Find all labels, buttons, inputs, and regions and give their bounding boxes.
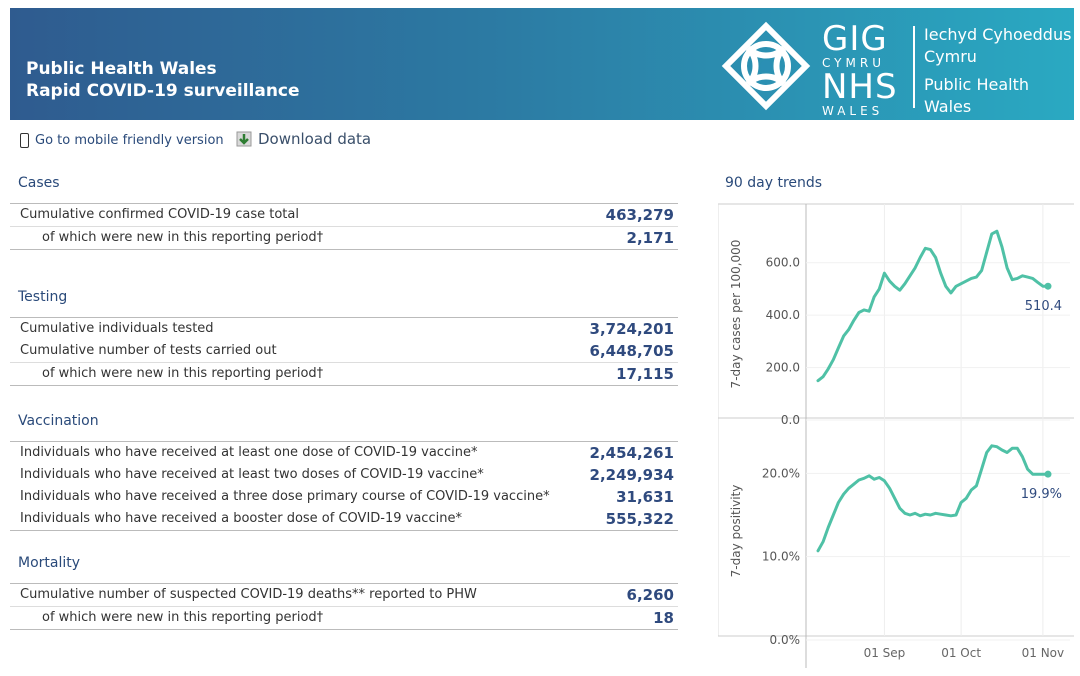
row-label: Individuals who have received at least o…: [20, 445, 478, 460]
row-label: Individuals who have received a booster …: [20, 511, 462, 526]
cases-section-title: Cases: [18, 175, 60, 191]
end-value-label: 19.9%: [1021, 487, 1062, 502]
row-value: 555,322: [605, 510, 674, 528]
row-label: of which were new in this reporting peri…: [42, 366, 324, 381]
y-tick-label: 20.0%: [762, 466, 800, 480]
trends-title: 90 day trends: [725, 175, 823, 191]
y-tick-label: 400.0: [766, 308, 800, 322]
title-line-1: Public Health Wales: [26, 59, 217, 79]
page-title: Public Health Wales Rapid COVID-19 surve…: [26, 58, 300, 102]
row-value: 18: [653, 609, 674, 627]
phone-icon: [20, 133, 29, 148]
row-value: 2,171: [626, 229, 674, 247]
y-tick-label: 0.0%: [770, 633, 801, 647]
table-row: Individuals who have received a booster …: [10, 508, 678, 530]
row-label: Individuals who have received at least t…: [20, 467, 484, 482]
table-row: Cumulative number of suspected COVID-19 …: [10, 584, 678, 606]
celtic-knot-logo-icon: [721, 21, 811, 111]
table-row: of which were new in this reporting peri…: [10, 606, 678, 629]
gig-text: GIG: [822, 19, 888, 59]
row-value: 2,249,934: [589, 466, 674, 484]
title-line-2: Rapid COVID-19 surveillance: [26, 81, 300, 101]
row-label: Cumulative individuals tested: [20, 321, 214, 336]
row-value: 6,260: [626, 586, 674, 604]
brand-divider: [913, 26, 915, 108]
row-value: 463,279: [605, 206, 674, 224]
row-label: Cumulative number of suspected COVID-19 …: [20, 587, 477, 602]
download-data-label: Download data: [258, 130, 372, 148]
vaccination-table: Individuals who have received at least o…: [10, 441, 678, 531]
table-row: of which were new in this reporting peri…: [10, 226, 678, 249]
table-row: Cumulative individuals tested 3,724,201: [10, 318, 678, 340]
vaccination-section-title: Vaccination: [18, 413, 99, 429]
row-label: of which were new in this reporting peri…: [42, 610, 324, 625]
row-value: 2,454,261: [589, 444, 674, 462]
table-row: Individuals who have received at least o…: [10, 442, 678, 464]
download-icon: [236, 131, 252, 147]
y-axis-label: 7-day cases per 100,000: [729, 240, 743, 389]
gig-nhs-wordmark: GIG CYMRU NHS WALES: [822, 22, 898, 118]
brand-english-line-2: Wales: [924, 97, 972, 116]
download-data-button[interactable]: Download data: [236, 130, 371, 148]
end-point-marker: [1044, 470, 1052, 478]
row-label: of which were new in this reporting peri…: [42, 230, 324, 245]
brand-welsh-line-2: Cymru: [924, 47, 977, 66]
mobile-version-link[interactable]: Go to mobile friendly version: [20, 133, 224, 148]
y-tick-label: 0.0: [781, 413, 800, 427]
table-row: Cumulative confirmed COVID-19 case total…: [10, 204, 678, 226]
table-row: Individuals who have received at least t…: [10, 464, 678, 486]
series-line: [816, 229, 1050, 383]
row-label: Cumulative confirmed COVID-19 case total: [20, 207, 299, 222]
x-tick-label: 01 Sep: [864, 646, 906, 660]
table-row: Cumulative number of tests carried out 6…: [10, 340, 678, 362]
brand-name: Iechyd Cyhoeddus Cymru Public Health Wal…: [924, 24, 1071, 118]
x-tick-label: 01 Nov: [1022, 646, 1065, 660]
y-tick-label: 600.0: [766, 256, 800, 270]
x-tick-label: 01 Oct: [941, 646, 981, 660]
mortality-section-title: Mortality: [18, 555, 81, 571]
table-row: of which were new in this reporting peri…: [10, 362, 678, 385]
table-row: Individuals who have received a three do…: [10, 486, 678, 508]
testing-section-title: Testing: [18, 289, 68, 305]
row-value: 3,724,201: [589, 320, 674, 338]
y-tick-label: 10.0%: [762, 550, 800, 564]
wales-text: WALES: [822, 104, 884, 118]
end-point-marker: [1044, 282, 1052, 290]
series-line: [816, 444, 1050, 553]
end-value-label: 510.4: [1025, 299, 1062, 314]
row-value: 17,115: [616, 365, 674, 383]
y-axis-label: 7-day positivity: [729, 485, 743, 578]
mobile-version-label: Go to mobile friendly version: [35, 133, 224, 148]
y-tick-label: 200.0: [766, 361, 800, 375]
brand-english-line-1: Public Health: [924, 75, 1029, 94]
nhs-text: NHS: [822, 67, 898, 107]
header-banner: Public Health Wales Rapid COVID-19 surve…: [10, 8, 1074, 120]
row-label: Cumulative number of tests carried out: [20, 343, 277, 358]
testing-table: Cumulative individuals tested 3,724,201 …: [10, 317, 678, 386]
cases-table: Cumulative confirmed COVID-19 case total…: [10, 203, 678, 250]
row-value: 31,631: [616, 488, 674, 506]
mortality-table: Cumulative number of suspected COVID-19 …: [10, 583, 678, 630]
brand-welsh-line-1: Iechyd Cyhoeddus: [924, 25, 1072, 44]
row-label: Individuals who have received a three do…: [20, 489, 550, 504]
cymru-text: CYMRU: [822, 56, 885, 70]
trend-charts: 01 Sep 01 Oct 01 Nov 0.0 200.0 400.0 600.0 7-da…: [718, 203, 1074, 668]
row-value: 6,448,705: [589, 342, 674, 360]
